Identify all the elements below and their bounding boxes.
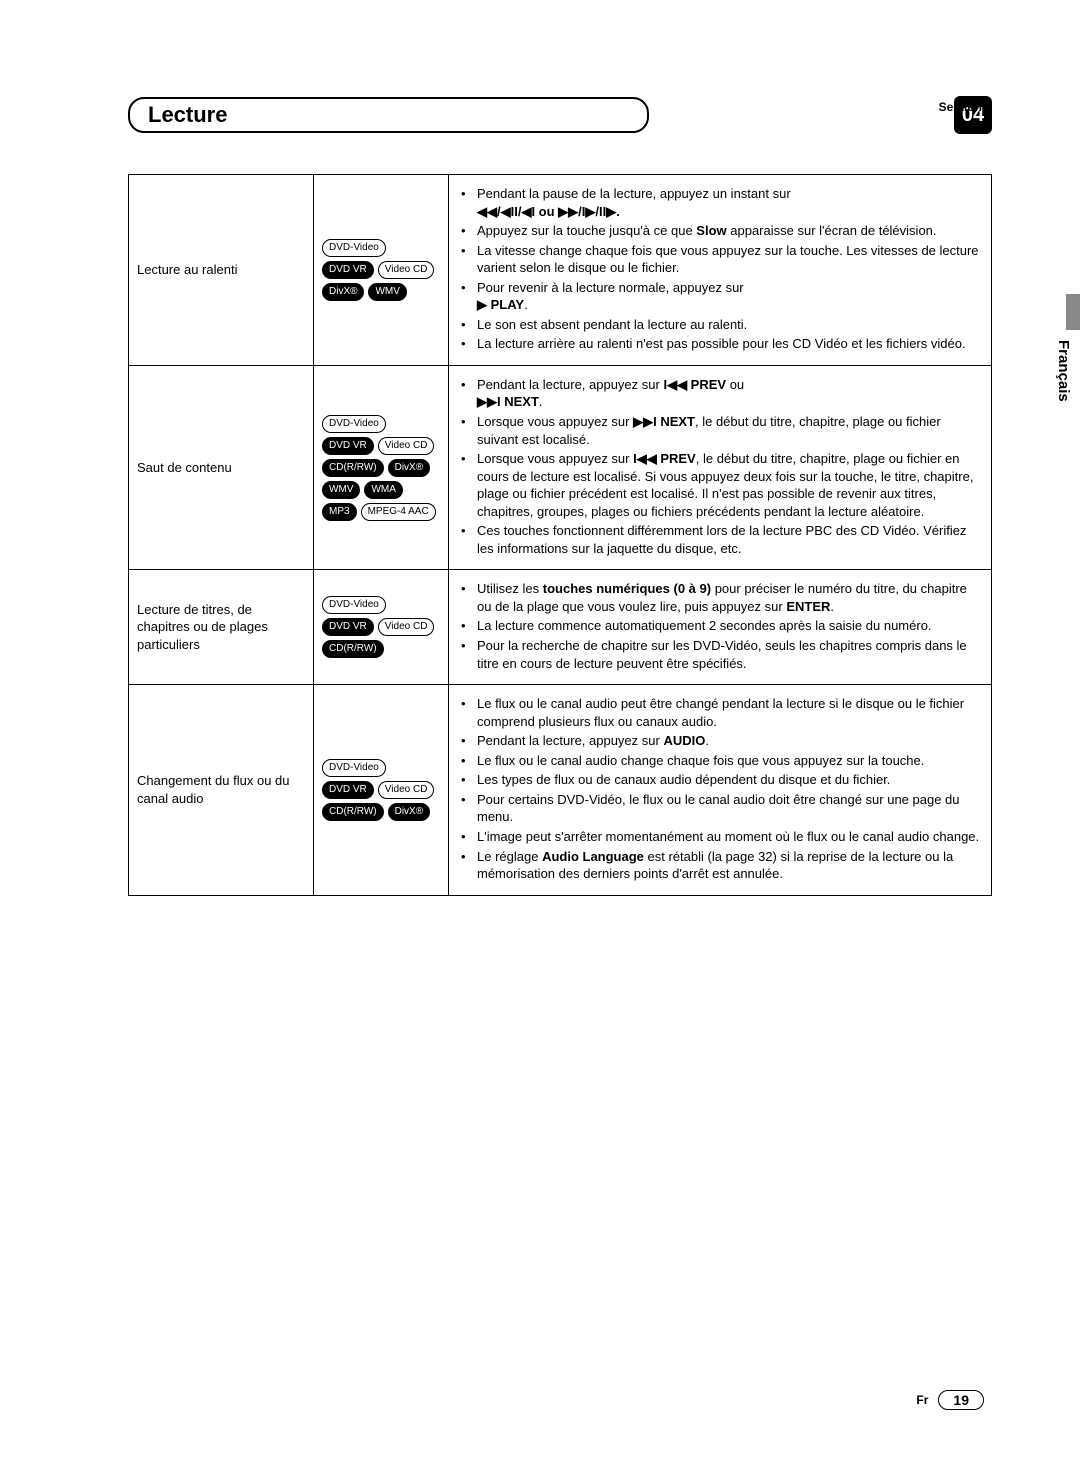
- list-item: Le réglage Audio Language est rétabli (l…: [477, 848, 981, 883]
- table-row: Saut de contenu DVD-Video DVD VR Video C…: [129, 365, 992, 569]
- list-item: Pendant la lecture, appuyez sur I◀◀ PREV…: [477, 376, 981, 411]
- title-box: Lecture: [128, 97, 649, 133]
- feature-name: Changement du flux ou du canal audio: [129, 685, 314, 895]
- badge-video-cd: Video CD: [378, 781, 435, 799]
- page-footer: Fr 19: [916, 1390, 984, 1410]
- badge-divx: DivX®: [388, 803, 430, 821]
- list-item: Pour revenir à la lecture normale, appuy…: [477, 279, 981, 314]
- badge-divx: DivX®: [322, 283, 364, 301]
- manual-page: Section Lecture 04 Français Lecture au r…: [0, 0, 1080, 1464]
- badge-dvd-vr: DVD VR: [322, 261, 374, 279]
- list-item: La lecture arrière au ralenti n'est pas …: [477, 335, 981, 353]
- list-item: Appuyez sur la touche jusqu'à ce que Slo…: [477, 222, 981, 240]
- badge-dvd-vr: DVD VR: [322, 781, 374, 799]
- list-item: La vitesse change chaque fois que vous a…: [477, 242, 981, 277]
- language-label: Français: [1055, 340, 1072, 402]
- language-tab: Français: [1052, 294, 1080, 444]
- badge-video-cd: Video CD: [378, 437, 435, 455]
- badge-mpeg4aac: MPEG-4 AAC: [361, 503, 436, 521]
- list-item: Le flux ou le canal audio peut être chan…: [477, 695, 981, 730]
- badge-video-cd: Video CD: [378, 618, 435, 636]
- list-item: La lecture commence automatiquement 2 se…: [477, 617, 981, 635]
- feature-description: Pendant la lecture, appuyez sur I◀◀ PREV…: [449, 365, 992, 569]
- badge-dvd-vr: DVD VR: [322, 618, 374, 636]
- feature-description: Utilisez les touches numériques (0 à 9) …: [449, 570, 992, 685]
- list-item: Les types de flux ou de canaux audio dép…: [477, 771, 981, 789]
- badge-cd-rw: CD(R/RW): [322, 803, 384, 821]
- badge-wmv: WMV: [322, 481, 360, 499]
- page-header: Lecture 04: [128, 96, 992, 134]
- feature-name: Lecture de titres, de chapitres ou de pl…: [129, 570, 314, 685]
- list-item: Lorsque vous appuyez sur I◀◀ PREV, le dé…: [477, 450, 981, 520]
- tab-marker: [1066, 294, 1080, 330]
- badge-dvd-video: DVD-Video: [322, 239, 386, 257]
- list-item: Le son est absent pendant la lecture au …: [477, 316, 981, 334]
- section-label: Section: [939, 100, 982, 114]
- page-title: Lecture: [148, 102, 227, 128]
- format-badges: DVD-Video DVD VR Video CD CD(R/RW): [314, 570, 449, 685]
- badge-dvd-video: DVD-Video: [322, 596, 386, 614]
- page-number: 19: [938, 1390, 984, 1410]
- badge-dvd-vr: DVD VR: [322, 437, 374, 455]
- table-row: Lecture de titres, de chapitres ou de pl…: [129, 570, 992, 685]
- format-badges: DVD-Video DVD VR Video CD CD(R/RW) DivX®: [314, 685, 449, 895]
- table-row: Changement du flux ou du canal audio DVD…: [129, 685, 992, 895]
- feature-description: Le flux ou le canal audio peut être chan…: [449, 685, 992, 895]
- badge-dvd-video: DVD-Video: [322, 415, 386, 433]
- list-item: Lorsque vous appuyez sur ▶▶I NEXT, le dé…: [477, 413, 981, 448]
- badge-video-cd: Video CD: [378, 261, 435, 279]
- list-item: Pendant la pause de la lecture, appuyez …: [477, 185, 981, 220]
- feature-name: Saut de contenu: [129, 365, 314, 569]
- list-item: Pour la recherche de chapitre sur les DV…: [477, 637, 981, 672]
- badge-divx: DivX®: [388, 459, 430, 477]
- list-item: Utilisez les touches numériques (0 à 9) …: [477, 580, 981, 615]
- badge-wma: WMA: [364, 481, 402, 499]
- format-badges: DVD-Video DVD VR Video CD DivX® WMV: [314, 175, 449, 366]
- format-badges: DVD-Video DVD VR Video CD CD(R/RW) DivX®…: [314, 365, 449, 569]
- table-row: Lecture au ralenti DVD-Video DVD VR Vide…: [129, 175, 992, 366]
- feature-description: Pendant la pause de la lecture, appuyez …: [449, 175, 992, 366]
- list-item: L'image peut s'arrêter momentanément au …: [477, 828, 981, 846]
- list-item: Le flux ou le canal audio change chaque …: [477, 752, 981, 770]
- badge-wmv: WMV: [368, 283, 406, 301]
- feature-table: Lecture au ralenti DVD-Video DVD VR Vide…: [128, 174, 992, 896]
- list-item: Pendant la lecture, appuyez sur AUDIO.: [477, 732, 981, 750]
- badge-cd-rw: CD(R/RW): [322, 640, 384, 658]
- list-item: Pour certains DVD-Vidéo, le flux ou le c…: [477, 791, 981, 826]
- footer-lang: Fr: [916, 1393, 928, 1407]
- badge-dvd-video: DVD-Video: [322, 759, 386, 777]
- badge-mp3: MP3: [322, 503, 357, 521]
- feature-name: Lecture au ralenti: [129, 175, 314, 366]
- list-item: Ces touches fonctionnent différemment lo…: [477, 522, 981, 557]
- badge-cd-rw: CD(R/RW): [322, 459, 384, 477]
